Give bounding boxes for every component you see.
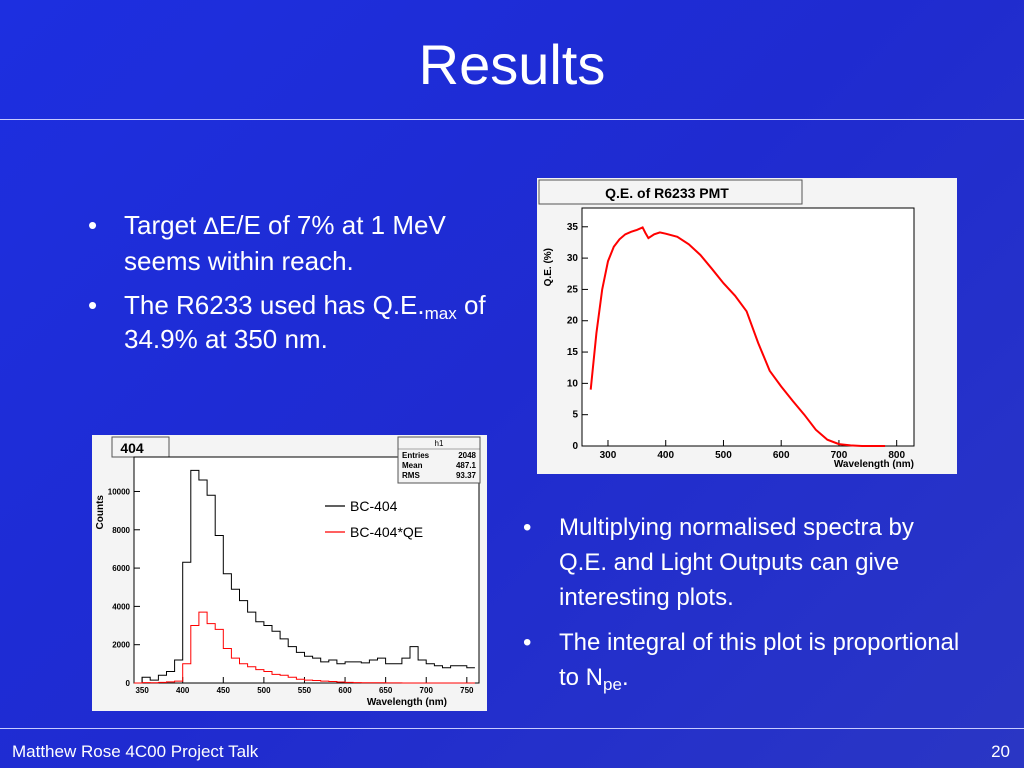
delta-symbol: ∆ xyxy=(203,214,219,240)
legend: BC-404 BC-404*QE xyxy=(325,498,423,540)
plot-frame xyxy=(581,207,915,447)
stats-title: h1 xyxy=(435,439,444,448)
bullet-list-top: • Target ∆E/E of 7% at 1 MeV seems within… xyxy=(88,208,488,366)
qe-series-line xyxy=(589,226,886,447)
title-divider xyxy=(0,119,1024,120)
bullet-item: • The integral of this plot is proportion… xyxy=(523,625,963,695)
y-axis-label: Counts xyxy=(95,495,106,530)
y-tick-label: 30 xyxy=(567,253,579,264)
plot-frame xyxy=(133,456,480,684)
stats-value: 93.37 xyxy=(456,471,477,480)
y-tick-label: 20 xyxy=(567,316,579,327)
x-tick-label: 500 xyxy=(715,450,732,461)
y-tick-label: 25 xyxy=(567,284,579,295)
y-tick-label: 10000 xyxy=(108,487,131,496)
stats-box: h1 Entries 2048 Mean 487.1 RMS 93.37 xyxy=(397,436,481,484)
x-tick-label: 450 xyxy=(217,686,231,695)
y-tick-label: 4000 xyxy=(112,602,130,611)
stats-value: 487.1 xyxy=(456,461,477,470)
footer-divider xyxy=(0,728,1024,729)
bullet-list-bottom: • Multiplying normalised spectra by Q.E. … xyxy=(523,510,963,705)
y-tick-label: 5 xyxy=(572,410,578,421)
x-tick-label: 550 xyxy=(298,686,312,695)
bullet-icon: • xyxy=(523,629,532,656)
chart-title-box xyxy=(538,179,803,205)
y-tick-label: 15 xyxy=(567,347,579,358)
x-tick-label: 650 xyxy=(379,686,393,695)
footer-text: Matthew Rose 4C00 Project Talk xyxy=(12,742,259,761)
y-tick-label: 2000 xyxy=(112,641,130,650)
stats-label: RMS xyxy=(402,471,420,480)
x-tick-label: 600 xyxy=(773,450,790,461)
y-tick-label: 0 xyxy=(126,679,131,688)
x-axis-label: Wavelength (nm) xyxy=(367,697,447,708)
stats-value: 2048 xyxy=(458,451,476,460)
x-tick-label: 750 xyxy=(460,686,474,695)
y-axis-label: Q.E. (%) xyxy=(543,248,554,286)
y-tick-label: 10 xyxy=(567,378,579,389)
x-tick-label: 400 xyxy=(657,450,674,461)
x-tick-label: 350 xyxy=(135,686,149,695)
x-axis-label: Wavelength (nm) xyxy=(834,459,914,470)
y-tick-label: 8000 xyxy=(112,526,130,535)
counts-chart: 404 350 400 450 500 550 600 650 700 750 0 2000 4000… xyxy=(92,435,487,711)
x-tick-label: 400 xyxy=(176,686,190,695)
legend-label: BC-404*QE xyxy=(350,524,423,540)
page-number: 20 xyxy=(991,742,1010,761)
chart-title: Q.E. of R6233 PMT xyxy=(605,185,729,201)
bullet-icon: • xyxy=(523,514,532,541)
stats-label: Mean xyxy=(402,461,423,470)
stats-label: Entries xyxy=(402,451,430,460)
chart-title: 404 xyxy=(120,440,144,456)
bc404-series-line xyxy=(134,469,475,684)
y-tick-label: 35 xyxy=(567,222,579,233)
x-tick-label: 600 xyxy=(338,686,352,695)
bc404qe-series-line xyxy=(134,611,475,684)
y-tick-label: 0 xyxy=(572,441,578,452)
x-tick-label: 700 xyxy=(420,686,434,695)
x-tick-label: 700 xyxy=(831,450,848,461)
slide-title: Results xyxy=(418,33,606,96)
legend-label: BC-404 xyxy=(350,498,398,514)
bullet-item: • The R6233 used has Q.E.max of 34.9% at … xyxy=(88,290,486,354)
x-tick-label: 500 xyxy=(257,686,271,695)
bullet-item: • Multiplying normalised spectra by Q.E. … xyxy=(523,510,963,615)
bullet-icon: • xyxy=(88,210,98,240)
y-tick-label: 6000 xyxy=(112,564,130,573)
x-tick-label: 800 xyxy=(888,450,905,461)
bullet-icon: • xyxy=(88,290,98,320)
x-tick-label: 300 xyxy=(600,450,617,461)
qe-chart: Q.E. of R6233 PMT 300 400 500 600 700 800 0 5 10… xyxy=(537,178,957,474)
bullet-item: • Target ∆E/E of 7% at 1 MeV seems within… xyxy=(88,210,446,276)
